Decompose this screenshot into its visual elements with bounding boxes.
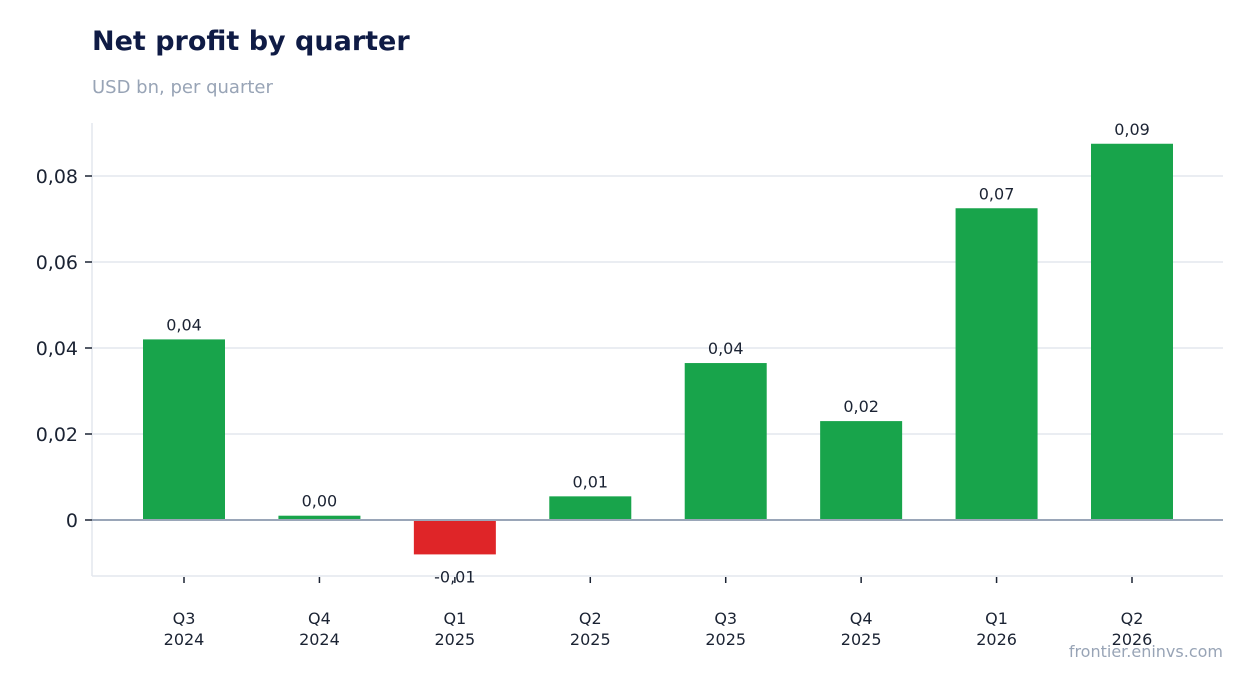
data-label: 0,02	[843, 397, 879, 416]
y-tick-label: 0	[66, 510, 78, 532]
data-label: 0,04	[166, 315, 202, 334]
x-tick-label: Q3 2025	[705, 609, 746, 649]
data-label: 0,07	[979, 184, 1015, 203]
y-tick-label: 0,02	[36, 424, 78, 446]
bar	[684, 363, 767, 520]
source-watermark: frontier.eninvs.com	[1068, 642, 1223, 661]
bars	[143, 143, 1173, 555]
grid-lines	[91, 123, 1223, 577]
x-tick-label: Q1 2026	[976, 609, 1017, 649]
bar	[143, 339, 225, 520]
bar	[413, 520, 496, 555]
bar	[820, 421, 903, 520]
data-label: 0,00	[302, 492, 338, 511]
y-tick-label: 0,04	[36, 338, 78, 360]
bar	[549, 496, 632, 520]
data-label: -0,01	[434, 567, 475, 586]
x-tick-label: Q4 2025	[841, 609, 882, 649]
x-tick-label: Q2 2025	[570, 609, 611, 649]
bar	[1091, 143, 1173, 520]
x-tick-label: Q4 2024	[299, 609, 340, 649]
x-tick-label: Q2 2026	[1112, 609, 1153, 649]
y-tick-label: 0,08	[36, 166, 78, 188]
x-tick-label: Q3 2024	[164, 609, 205, 649]
labels: 0,04 0,00 -0,01 0,01 0,04 0,02 0,07 0,09	[92, 120, 1223, 586]
y-tick-label: 0,06	[36, 252, 78, 274]
bar	[955, 208, 1038, 520]
data-label: 0,09	[1114, 120, 1150, 139]
chart-title: Net profit by quarter	[92, 26, 410, 57]
data-label: 0,01	[572, 472, 608, 491]
chart-subtitle: USD bn, per quarter	[92, 77, 273, 98]
data-label: 0,04	[708, 339, 744, 358]
axes: 0 0,02 0,04 0,06 0,08 Q3 2024 Q4 2024 Q1 2025 Q2 202…	[36, 166, 1153, 649]
bar	[278, 515, 361, 520]
x-tick-label: Q1 2025	[434, 609, 475, 649]
